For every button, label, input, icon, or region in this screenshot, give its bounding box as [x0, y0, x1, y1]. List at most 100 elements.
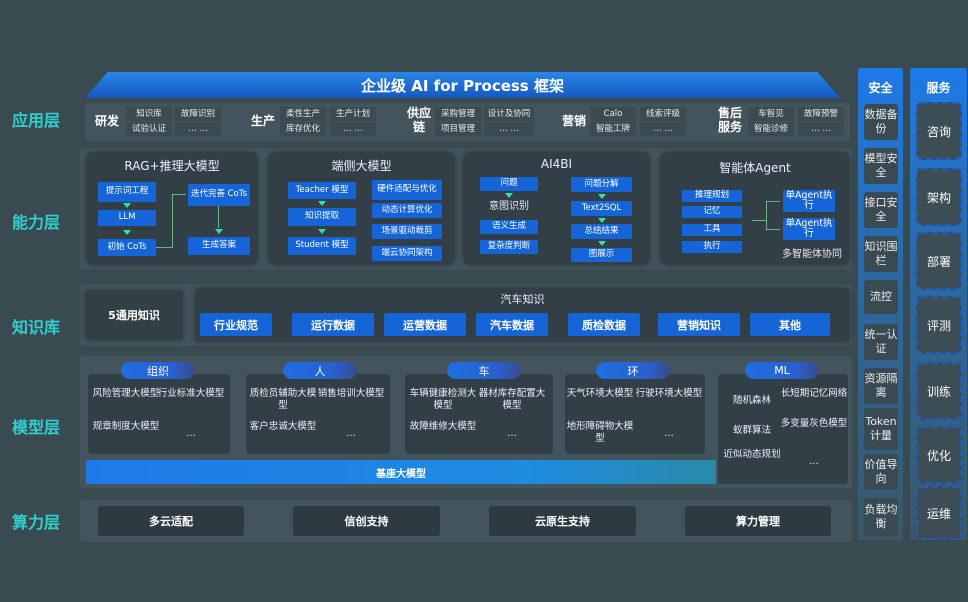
arrow-down-icon	[598, 218, 606, 223]
knowledge-chip[interactable]: 其他	[750, 313, 830, 336]
model-item[interactable]: 长短期记忆网络	[780, 388, 848, 399]
app-item[interactable]: 项目管理	[435, 122, 481, 136]
service-title: 服务	[926, 81, 951, 95]
service-item[interactable]: 训练	[916, 362, 962, 420]
security-item[interactable]: 统一认证	[864, 324, 898, 360]
app-item[interactable]: 知识库	[126, 107, 172, 121]
service-item[interactable]: 运维	[916, 486, 962, 540]
flow-box: 场景驱动裁剪	[372, 224, 442, 239]
model-item[interactable]: 客户忠诚大模型	[249, 421, 317, 432]
compute-item[interactable]: 云原生支持	[489, 506, 636, 536]
flow-box: Student 模型	[288, 237, 356, 255]
knowledge-chip[interactable]: 营销知识	[658, 313, 740, 336]
model-item[interactable]: 器材库存配置大模型	[478, 388, 546, 412]
security-item[interactable]: 数据备份	[864, 104, 898, 140]
flow-text: 多智能体协同	[782, 249, 842, 260]
app-item[interactable]: 故障识别	[175, 107, 221, 121]
security-item[interactable]: 资源隔离	[864, 368, 898, 404]
service-item[interactable]: 评测	[916, 296, 962, 354]
model-item[interactable]: 近似动态规划	[723, 449, 781, 460]
card-title: RAG+推理大模型	[124, 159, 220, 173]
app-item[interactable]: 生产计划	[330, 107, 376, 121]
model-item[interactable]: 故障维修大模型	[409, 421, 477, 432]
model-group	[405, 374, 553, 454]
security-item[interactable]: 知识围栏	[864, 236, 898, 272]
card-title: AI4BI	[540, 157, 573, 171]
compute-item[interactable]: 算力管理	[685, 506, 831, 536]
service-item[interactable]: 架构	[916, 168, 962, 226]
model-group-title: ML	[745, 362, 819, 379]
connector-line	[766, 201, 767, 230]
flow-box: 推理规划	[682, 190, 742, 202]
model-item[interactable]: 地形障碍物大模型	[566, 421, 634, 445]
security-item[interactable]: Token计量	[864, 408, 898, 450]
knowledge-chip[interactable]: 运行数据	[292, 313, 374, 336]
app-item[interactable]: 车智见	[748, 107, 794, 121]
model-item[interactable]: 规章制度大模型	[92, 421, 160, 432]
model-item[interactable]: 质检员辅助大模型	[249, 388, 317, 412]
security-item[interactable]: 价值导向	[864, 454, 898, 490]
app-item[interactable]: 故障预警	[798, 107, 844, 121]
title-banner	[85, 72, 840, 98]
app-item[interactable]: 柔性生产	[280, 107, 326, 121]
card-title: 端侧大模型	[331, 159, 392, 173]
model-group-title: 组织	[121, 362, 195, 379]
app-group-title: 售后服务	[717, 106, 742, 134]
app-item[interactable]: 采购管理	[435, 107, 481, 121]
model-group	[88, 374, 230, 454]
flow-box: 端云协同架构	[372, 246, 442, 261]
service-item[interactable]: 咨询	[916, 102, 962, 160]
model-item[interactable]: 随机森林	[732, 395, 771, 406]
model-item[interactable]: 车辆健康检测大模型	[409, 388, 477, 412]
app-item[interactable]: 智能诊修	[748, 122, 794, 136]
model-item[interactable]: 行驶环境大模型	[635, 388, 703, 399]
service-item[interactable]: 优化	[916, 426, 962, 484]
model-item[interactable]: 蚁群算法	[732, 425, 771, 436]
flow-box: 初始 CoTs	[98, 239, 156, 256]
security-item[interactable]: 流控	[864, 280, 898, 314]
model-item: …	[664, 428, 674, 439]
flow-box: 知识提取	[288, 208, 356, 226]
base-model-bar: 基座大模型	[86, 460, 716, 484]
flow-box: 复杂度判断	[480, 240, 538, 254]
model-item[interactable]: 销售培训大模型	[317, 388, 385, 399]
app-item[interactable]: 设计及协同	[484, 107, 534, 121]
arrow-down-icon	[598, 194, 606, 199]
page-title: 企业级 AI for Process 框架	[361, 77, 564, 95]
flow-box: 执行	[682, 241, 742, 253]
service-item[interactable]: 部署	[916, 232, 962, 290]
app-item[interactable]: 库存优化	[280, 122, 326, 136]
knowledge-chip[interactable]: 行业规范	[200, 313, 272, 336]
layer-label-knowledge: 知识库	[12, 318, 61, 337]
app-item[interactable]: Calo	[590, 107, 636, 121]
model-item[interactable]: 天气环境大模型	[566, 388, 634, 399]
knowledge-chip[interactable]: 运营数据	[384, 313, 466, 336]
arrow-down-icon	[123, 230, 131, 235]
model-item: …	[346, 428, 356, 439]
knowledge-chip[interactable]: 质检数据	[568, 313, 640, 336]
flow-box: LLM	[98, 210, 156, 226]
app-item[interactable]: 线索评级	[640, 107, 686, 121]
flow-box: 工具	[682, 224, 742, 236]
connector-line	[218, 206, 219, 228]
compute-item[interactable]: 多云适配	[98, 506, 244, 536]
model-item[interactable]: 风险管理大模型	[92, 388, 160, 399]
flow-text: 意图识别	[489, 201, 529, 212]
model-item[interactable]: 行业标准大模型	[157, 388, 225, 399]
model-item[interactable]: 多变量灰色模型	[780, 418, 848, 429]
flow-box: 单Agent执行	[783, 190, 835, 212]
app-item[interactable]: 试验认证	[126, 122, 172, 136]
app-item[interactable]: 智能工牌	[590, 122, 636, 136]
model-item: …	[809, 456, 819, 467]
compute-item[interactable]: 信创支持	[293, 506, 440, 536]
app-group-title: 研发	[95, 114, 120, 128]
flow-box: 迭代完善 CoTs	[188, 184, 250, 206]
model-group-title: 人	[283, 362, 357, 379]
knowledge-chip[interactable]: 汽车数据	[476, 313, 548, 336]
security-item[interactable]: 负载均衡	[864, 498, 898, 536]
security-item[interactable]: 接口安全	[864, 192, 898, 228]
layer-label-app: 应用层	[12, 111, 61, 130]
security-item[interactable]: 模型安全	[864, 148, 898, 184]
flow-box: 提示词工程	[98, 182, 156, 202]
arrow-down-icon	[215, 229, 223, 234]
